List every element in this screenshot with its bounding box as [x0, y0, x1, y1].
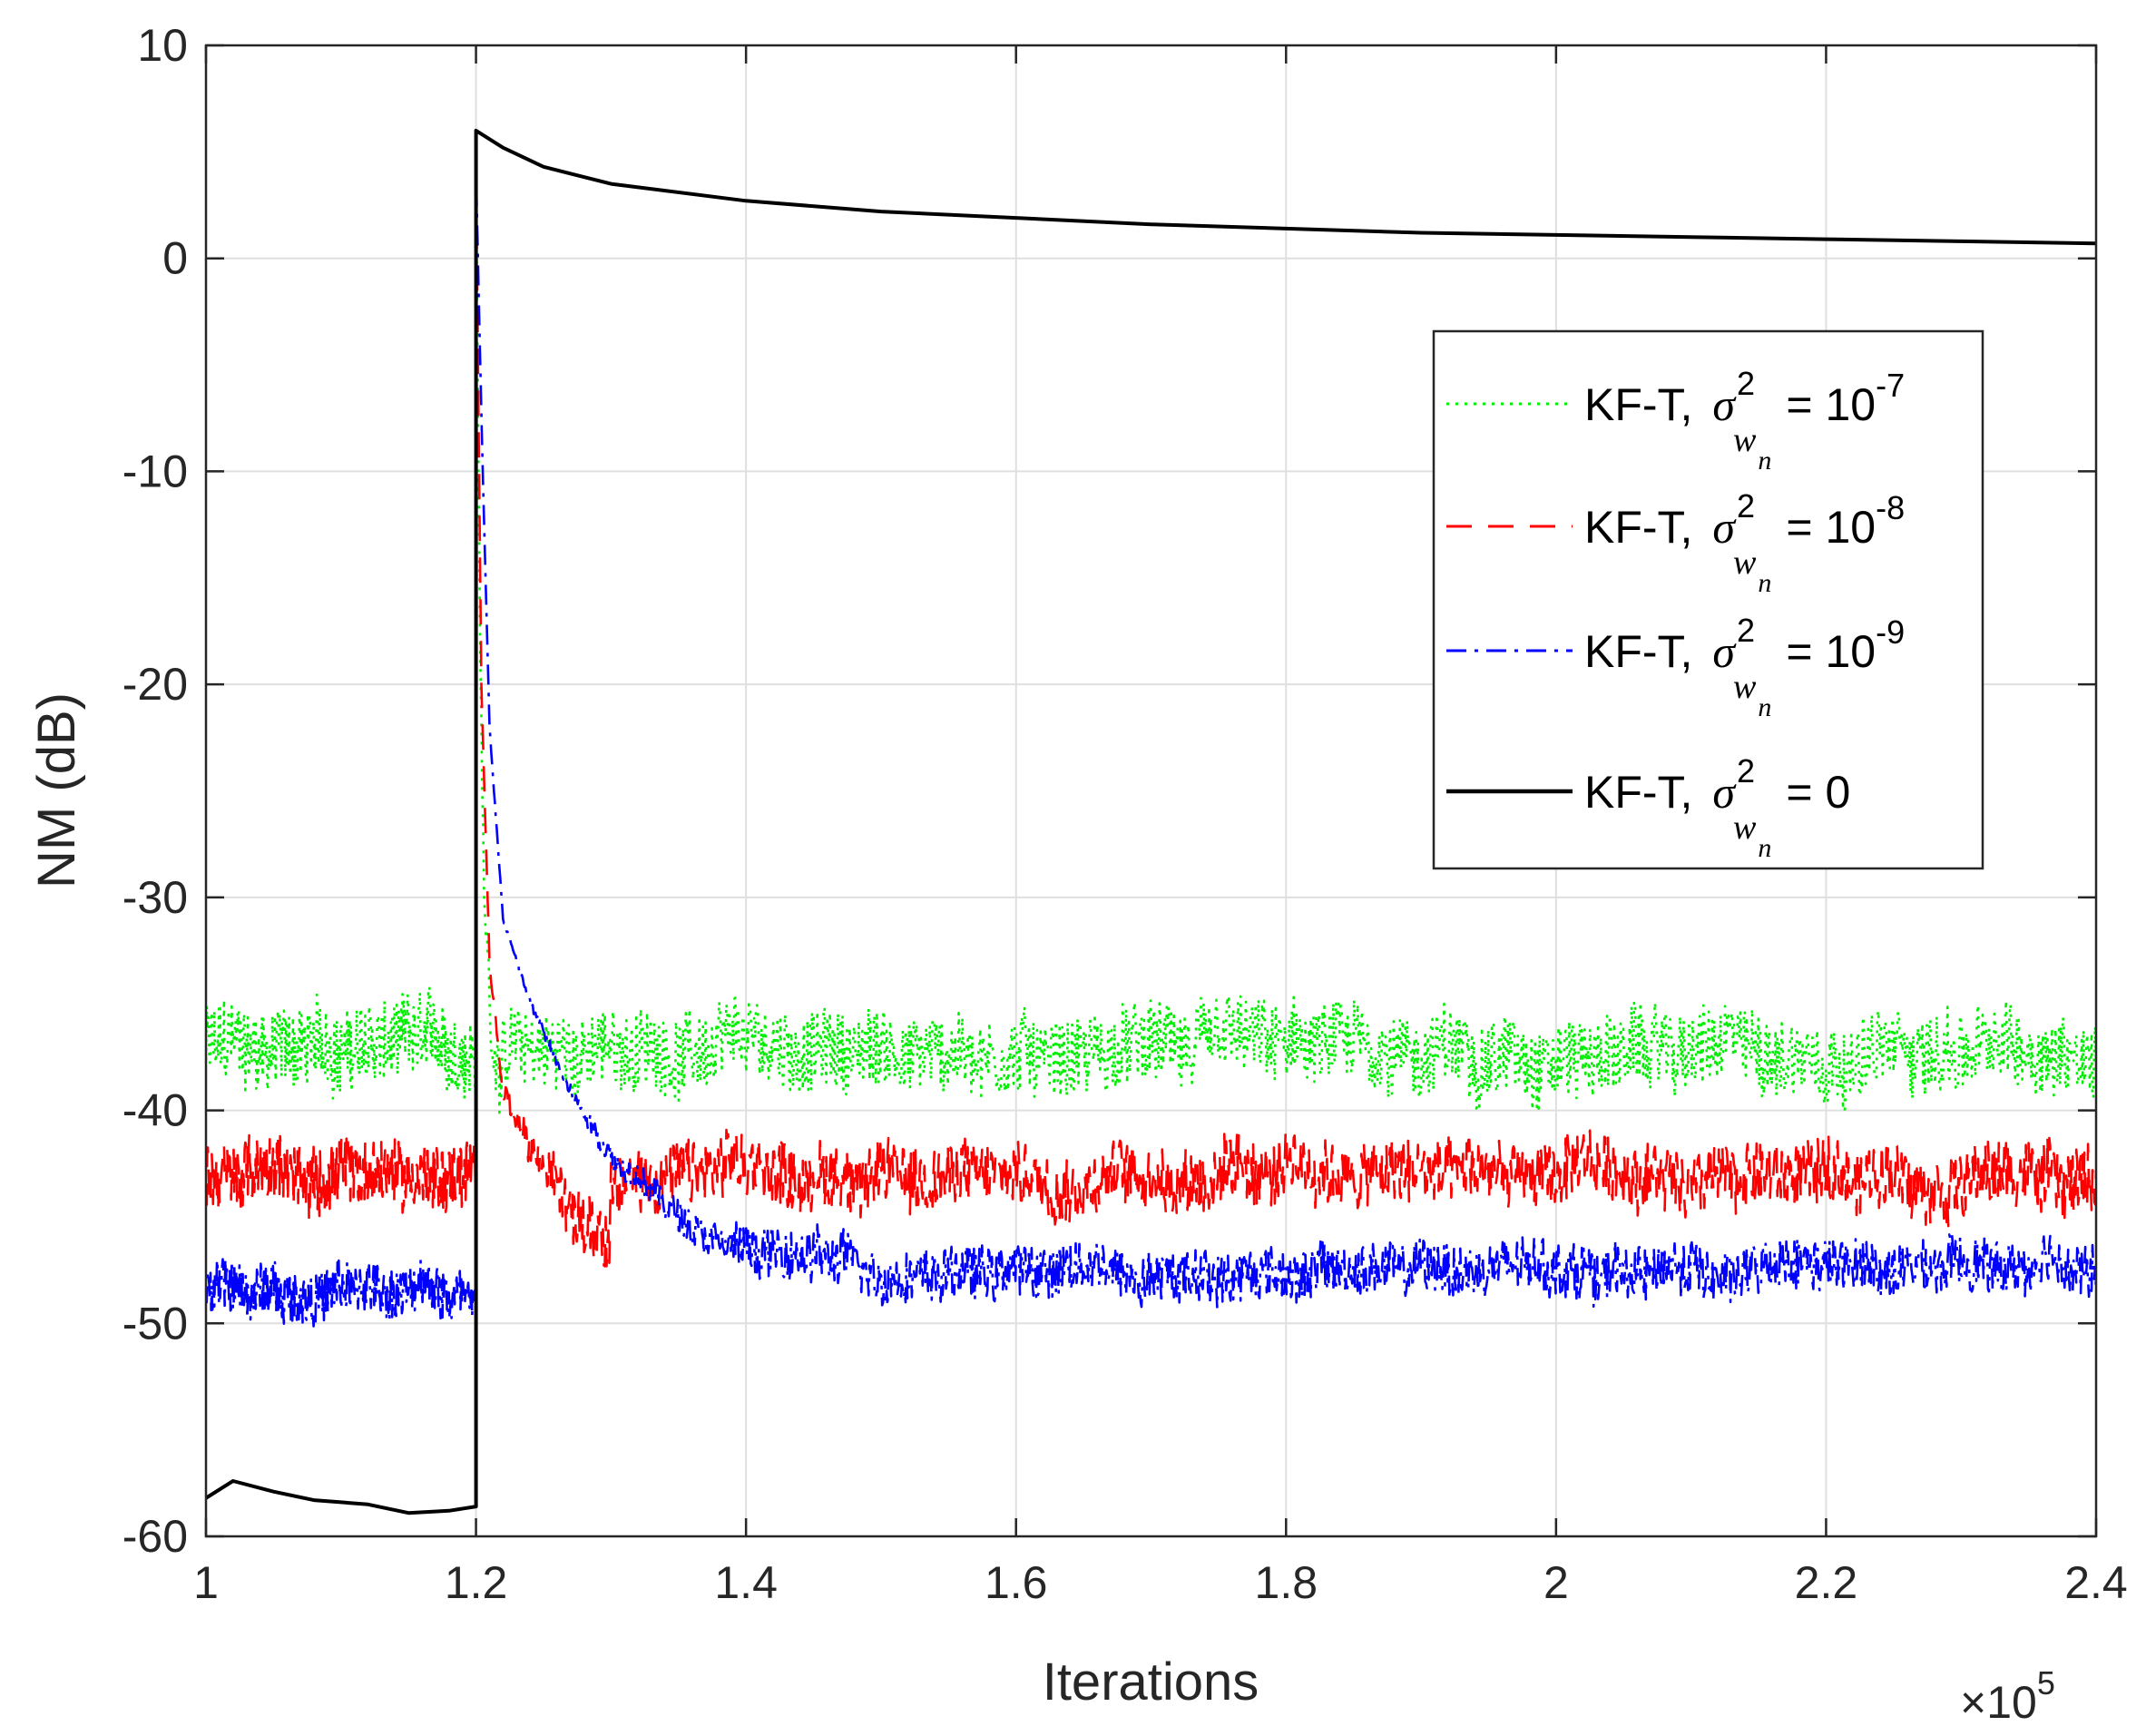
x-tick-label: 2.4	[2064, 1557, 2128, 1608]
x-axis-title: Iterations	[1043, 1653, 1259, 1711]
series-line-3	[206, 172, 2096, 1328]
y-tick-label: -60	[122, 1511, 188, 1562]
legend-box	[1432, 329, 1984, 870]
legend-label-2: KF-T, σ2 wn= 10-8	[1584, 487, 1905, 598]
legend-label-1: KF-T, σ2 wn= 10-7	[1584, 365, 1905, 476]
y-tick-label: -50	[122, 1298, 188, 1349]
y-tick-label: -40	[122, 1085, 188, 1136]
y-tick-label: 10	[137, 20, 188, 71]
x-tick-label: 1.4	[714, 1557, 778, 1608]
y-tick-label: -30	[122, 872, 188, 923]
series-lines	[206, 128, 2096, 1515]
x-tick-label: 2	[1543, 1557, 1569, 1608]
y-axis-title: NM (dB)	[27, 692, 86, 888]
axis-ticks	[204, 44, 2098, 1538]
x-tick-labels: 1 1.2 1.4 1.6 1.8 2 2.2 2.4	[193, 1557, 2128, 1608]
y-tick-label: 0	[162, 233, 188, 284]
series-line-2	[206, 172, 2096, 1268]
x-exponent-label: ×105	[1960, 1664, 2055, 1728]
plot-frame	[204, 44, 2098, 1538]
legend-label-4: KF-T, σ2 wn= 0	[1584, 752, 1850, 863]
x-tick-label: 2.2	[1795, 1557, 1858, 1608]
legend: KF-T, σ2 wn= 10-7KF-T, σ2 wn= 10-8 KF-T, σ2…	[1432, 329, 1984, 870]
series-line-4	[206, 128, 2096, 1515]
x-tick-label: 1.6	[985, 1557, 1048, 1608]
y-tick-labels: 10 0 -10 -20 -30 -40 -50 -60	[122, 20, 188, 1562]
x-tick-label: 1.2	[445, 1557, 508, 1608]
series-line-1	[206, 172, 2096, 1115]
legend-label-3: KF-T, σ2 wn= 10-9	[1584, 612, 1905, 722]
y-tick-label: -10	[122, 446, 188, 496]
y-tick-label: -20	[122, 659, 188, 710]
x-tick-label: 1.8	[1255, 1557, 1318, 1608]
x-tick-label: 1	[193, 1557, 219, 1608]
